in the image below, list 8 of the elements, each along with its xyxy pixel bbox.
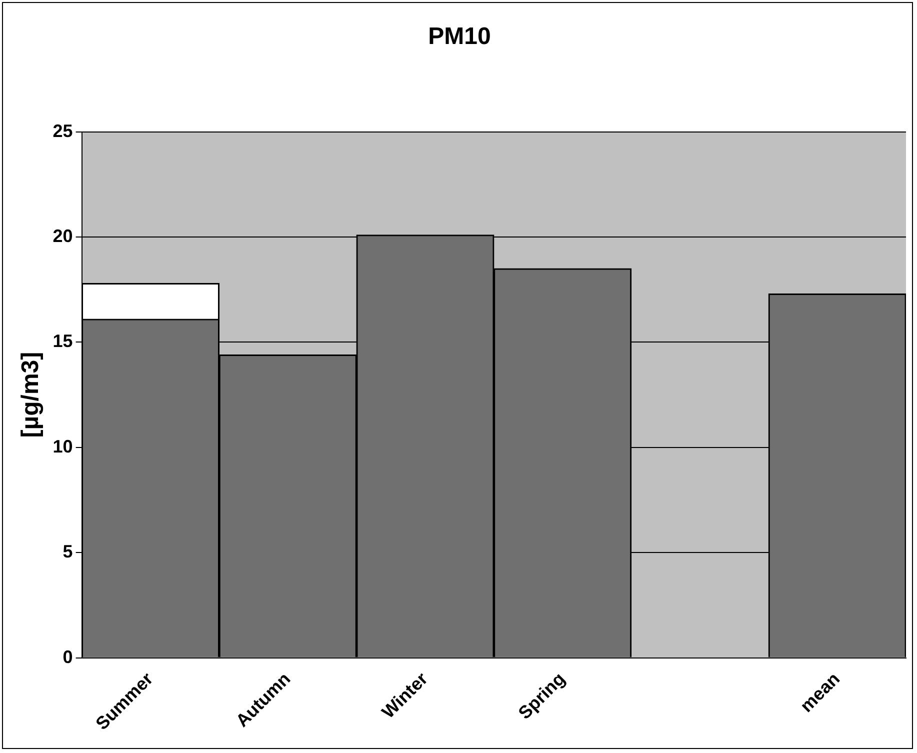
chart-title: PM10 [428, 23, 491, 50]
y-axis-title: [µg/m3] [17, 352, 44, 438]
y-tick-label: 0 [62, 646, 73, 667]
y-tick-label: 10 [52, 436, 73, 456]
y-tick-label: 5 [62, 542, 73, 562]
y-tick-label: 25 [52, 120, 73, 141]
y-tick-label: 15 [52, 331, 73, 352]
y-tick-label: 20 [52, 226, 73, 246]
